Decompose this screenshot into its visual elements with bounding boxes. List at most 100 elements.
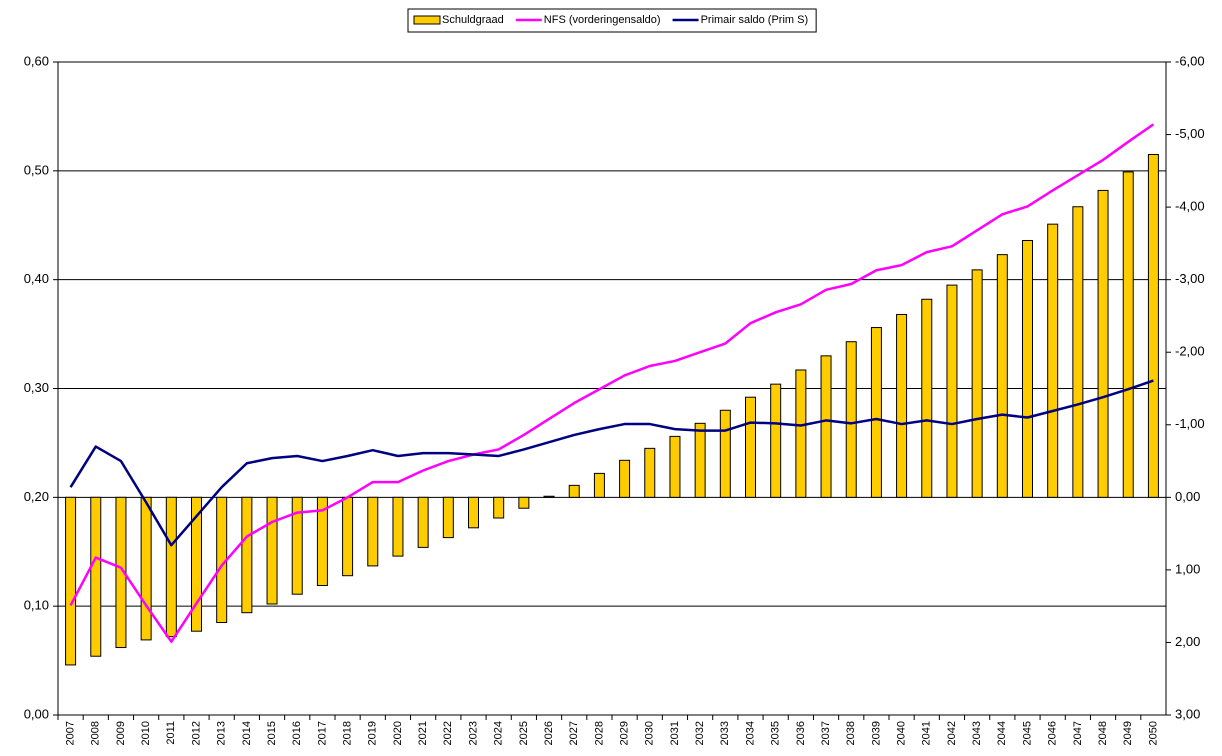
x-tick-label: 2045 xyxy=(1021,721,1033,745)
x-tick-label: 2013 xyxy=(216,721,228,745)
x-tick-label: 2012 xyxy=(190,721,202,745)
bar xyxy=(266,496,278,605)
x-tick-label: 2042 xyxy=(946,721,958,745)
bar xyxy=(165,496,177,638)
x-tick-label: 2011 xyxy=(165,721,177,745)
bar xyxy=(1147,154,1159,498)
bar xyxy=(996,254,1008,498)
bar xyxy=(669,435,681,498)
y2-tick-label: -3,00 xyxy=(1175,271,1205,286)
x-tick-label: 2016 xyxy=(291,721,303,745)
x-tick-label: 2017 xyxy=(316,721,328,745)
y2-tick-label: 1,00 xyxy=(1175,561,1200,576)
bar xyxy=(543,495,555,498)
bar xyxy=(921,298,933,498)
y-tick-label: 0,60 xyxy=(24,53,49,68)
legend-label: Schuldgraad xyxy=(442,14,504,26)
bar xyxy=(1097,189,1109,498)
y2-tick-label: 0,00 xyxy=(1175,489,1200,504)
x-tick-label: 2039 xyxy=(870,721,882,745)
bar xyxy=(140,496,152,641)
bar xyxy=(568,484,580,498)
line xyxy=(69,123,1155,643)
x-tick-label: 2030 xyxy=(644,721,656,745)
bar xyxy=(191,496,202,632)
bar xyxy=(1072,206,1084,498)
legend: Schuldgraad NFS (vorderingensaldo) Primair… xyxy=(407,8,817,33)
bar xyxy=(468,496,479,529)
y2-tick-label: -2,00 xyxy=(1175,344,1205,359)
line xyxy=(69,379,1154,547)
bar xyxy=(442,496,454,539)
bar xyxy=(115,496,127,649)
x-tick-label: 2027 xyxy=(568,721,580,745)
bar xyxy=(593,472,605,498)
x-tick-label: 2024 xyxy=(493,721,505,745)
x-tick-label: 2046 xyxy=(1047,721,1059,745)
bar xyxy=(1122,171,1134,498)
x-tick-label: 2018 xyxy=(341,721,353,745)
bar xyxy=(644,447,656,498)
bar xyxy=(694,422,706,498)
x-tick-label: 2033 xyxy=(719,721,731,745)
x-tick-label: 2023 xyxy=(467,721,479,745)
bar xyxy=(392,496,404,557)
bar xyxy=(946,284,958,498)
x-tick-label: 2036 xyxy=(795,721,807,745)
bar xyxy=(518,496,530,509)
x-tick-label: 2026 xyxy=(543,721,555,745)
bar xyxy=(719,409,731,498)
bar xyxy=(291,496,303,595)
x-tick-label: 2007 xyxy=(64,721,76,745)
y-tick-label: 0,20 xyxy=(24,489,49,504)
x-tick-label: 2050 xyxy=(1147,721,1159,745)
x-tick-label: 2034 xyxy=(744,721,756,745)
bar xyxy=(367,496,379,567)
x-tick-label: 2019 xyxy=(367,721,379,745)
bar xyxy=(241,496,253,614)
x-tick-label: 2009 xyxy=(115,721,127,745)
y-tick-label: 0,40 xyxy=(24,271,49,286)
x-tick-label: 2031 xyxy=(669,721,681,745)
x-tick-label: 2044 xyxy=(996,721,1008,745)
y2-tick-label: 3,00 xyxy=(1175,706,1200,721)
x-tick-label: 2021 xyxy=(417,721,429,745)
y2-tick-label: -4,00 xyxy=(1175,199,1205,214)
x-tick-label: 2008 xyxy=(90,721,102,745)
legend-swatch xyxy=(413,15,441,25)
y2-tick-label: -6,00 xyxy=(1175,53,1205,68)
x-tick-label: 2041 xyxy=(921,721,933,745)
y2-tick-label: -5,00 xyxy=(1175,126,1205,141)
bar xyxy=(417,496,429,548)
y-tick-label: 0,00 xyxy=(24,706,49,721)
x-tick-label: 2025 xyxy=(518,721,530,745)
x-tick-label: 2035 xyxy=(770,721,782,745)
bar xyxy=(870,327,882,498)
bar xyxy=(65,496,77,666)
x-tick-label: 2048 xyxy=(1097,721,1109,745)
y-tick-label: 0,10 xyxy=(24,598,49,613)
x-tick-label: 2010 xyxy=(140,721,152,745)
bar xyxy=(1022,239,1033,498)
bar xyxy=(619,459,631,498)
x-tick-label: 2037 xyxy=(820,721,832,745)
legend-label: NFS (vorderingensaldo) xyxy=(544,14,661,26)
x-tick-label: 2029 xyxy=(618,721,630,745)
bar xyxy=(342,496,354,577)
x-tick-label: 2043 xyxy=(971,721,983,745)
bar xyxy=(820,355,832,498)
bar xyxy=(90,496,102,657)
y-tick-label: 0,50 xyxy=(24,162,49,177)
x-tick-label: 2040 xyxy=(895,721,907,745)
bar xyxy=(845,341,857,498)
legend-label: Primair saldo (Prim S) xyxy=(701,14,809,26)
y-tick-label: 0,30 xyxy=(24,380,49,395)
y2-tick-label: -1,00 xyxy=(1175,416,1205,431)
bar xyxy=(493,496,505,519)
x-tick-label: 2022 xyxy=(442,721,454,745)
bar xyxy=(770,383,782,498)
legend-box xyxy=(407,8,817,33)
bar xyxy=(971,269,983,498)
x-tick-label: 2032 xyxy=(694,721,706,745)
